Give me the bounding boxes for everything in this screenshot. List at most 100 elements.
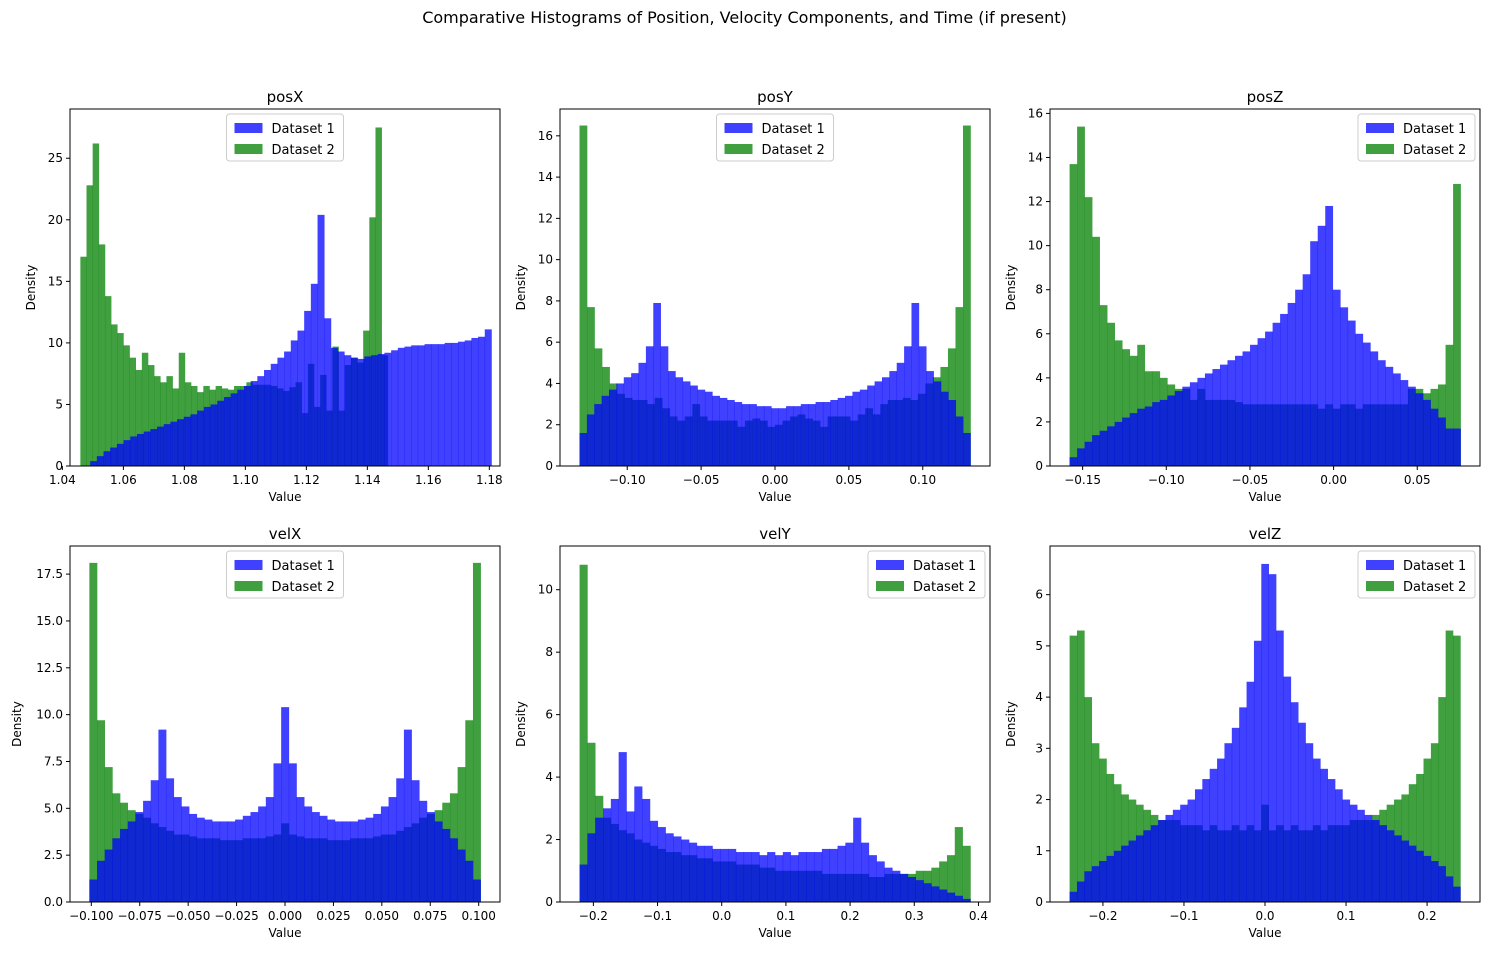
chart-3-bar-dataset1: [334, 821, 343, 902]
chart-5-bar-dataset2: [1084, 697, 1093, 902]
chart-1-bar-dataset1: [690, 385, 698, 466]
chart-2-bar-dataset2: [1129, 355, 1138, 466]
chart-0-bar-dataset2: [98, 244, 106, 466]
chart-2-bar-dataset1: [1377, 360, 1386, 466]
chart-4-bar-dataset1: [829, 848, 838, 902]
chart-0-bar-dataset1: [190, 414, 198, 466]
chart-2-bar-dataset1: [1167, 395, 1176, 466]
chart-4-bar-dataset1: [821, 848, 831, 902]
chart-2-ylabel: Density: [1004, 265, 1018, 311]
chart-1-bar-dataset1: [881, 377, 890, 466]
chart-4-bar-dataset1: [751, 852, 760, 902]
chart-3-bar-dataset1: [373, 813, 382, 902]
chart-4-xlabel: Value: [759, 926, 792, 940]
chart-0-ytick-label: 25: [48, 151, 63, 165]
chart-4-legend-swatch-dataset2: [876, 581, 904, 591]
chart-0-bar-dataset1: [230, 393, 238, 466]
chart-1-xlabel: Value: [759, 490, 792, 504]
chart-3-xtick-label: 0.100: [462, 909, 496, 923]
chart-1-ytick-label: 6: [545, 335, 553, 349]
chart-3-bar-dataset1: [112, 838, 121, 902]
chart-0-bar-dataset1: [130, 436, 138, 466]
chart-4-bar-dataset1: [946, 892, 956, 902]
chart-1-ytick-label: 2: [545, 418, 553, 432]
chart-5-xlabel: Value: [1249, 926, 1282, 940]
chart-5: −0.2 −0.1 0.0 0.1 0.2 0 1 2 3 4 5 6 velZ Value Density…: [1004, 525, 1481, 940]
chart-3-bar-dataset2: [104, 767, 113, 902]
chart-4-xtick-label: 0.3: [905, 909, 924, 923]
chart-1-bar-dataset1: [904, 346, 912, 466]
chart-2-bar-dataset1: [1197, 377, 1206, 466]
chart-0-bar-dataset1: [397, 347, 405, 466]
chart-4-bar-dataset1: [735, 852, 745, 902]
chart-3-bar-dataset1: [365, 817, 374, 902]
chart-3-bar-dataset1: [127, 821, 136, 902]
chart-3-bar-dataset1: [380, 806, 389, 902]
chart-5-bar-dataset1: [1327, 779, 1336, 902]
chart-1-legend-swatch-dataset1: [724, 123, 753, 133]
chart-3-bar-dataset1: [396, 778, 405, 902]
chart-1-bars: [579, 125, 971, 466]
chart-0-bar-dataset1: [170, 421, 178, 466]
chart-3-xlabel: Value: [269, 926, 302, 940]
chart-5-bars: [1069, 563, 1461, 902]
chart-4-bar-dataset1: [782, 852, 791, 902]
chart-2-bar-dataset1: [1370, 351, 1379, 466]
chart-5-bar-dataset1: [1305, 743, 1314, 902]
chart-3-bar-dataset1: [457, 849, 466, 902]
chart-2-bar-dataset1: [1325, 205, 1334, 466]
chart-0-bar-dataset2: [148, 365, 155, 466]
chart-2-bar-dataset1: [1453, 428, 1461, 466]
chart-4: −0.2 −0.1 0.0 0.1 0.2 0.3 0.4 0 2 4 6 8 10 velY Value D…: [514, 525, 991, 940]
chart-0-bar-dataset1: [344, 355, 352, 466]
chart-4-ytick-label: 4: [545, 770, 553, 784]
chart-1-bar-dataset1: [793, 406, 802, 466]
chart-1-bar-dataset1: [948, 399, 957, 466]
chart-1-ytick-label: 12: [538, 211, 553, 225]
chart-4-bar-dataset1: [657, 827, 666, 902]
chart-3-bar-dataset1: [135, 812, 144, 902]
chart-1-bar-dataset1: [675, 377, 684, 466]
chart-4-ytick-label: 6: [545, 708, 553, 722]
chart-5-bar-dataset1: [1128, 840, 1137, 902]
chart-1-bar-dataset1: [763, 406, 772, 466]
chart-2-bar-dataset1: [1092, 435, 1100, 466]
chart-4-bar-dataset1: [860, 842, 870, 902]
chart-5-bar-dataset2: [1099, 758, 1107, 902]
chart-0-bar-dataset1: [297, 330, 305, 466]
chart-0-bar-dataset2: [160, 382, 167, 466]
chart-5-bar-dataset1: [1106, 855, 1115, 902]
chart-3-ytick-label: 2.5: [44, 848, 63, 862]
chart-1-legend-swatch-dataset2: [724, 144, 753, 154]
chart-3-bar-dataset2: [97, 720, 106, 902]
chart-5-bar-dataset1: [1076, 881, 1085, 902]
chart-0-bar-dataset1: [404, 346, 412, 466]
chart-0-bar-dataset1: [357, 358, 365, 466]
chart-5-bar-dataset1: [1283, 676, 1292, 902]
chart-0-bar-dataset1: [337, 351, 345, 466]
chart-3-ytick-label: 10.0: [36, 708, 63, 722]
chart-5-bar-dataset1: [1261, 563, 1269, 902]
chart-0-ylabel: Density: [24, 265, 38, 311]
chart-1-ytick-label: 10: [538, 253, 553, 267]
chart-1-bar-dataset1: [911, 302, 920, 466]
chart-5-bar-dataset2: [1453, 635, 1461, 902]
chart-0-bar-dataset1: [484, 329, 492, 466]
chart-3-legend-label-dataset1: Dataset 1: [272, 559, 335, 574]
chart-1-legend: Dataset 1 Dataset 2: [716, 113, 834, 162]
chart-5-bar-dataset1: [1394, 835, 1402, 902]
chart-2-bar-dataset1: [1077, 448, 1085, 466]
chart-1-bar-dataset1: [889, 371, 898, 466]
chart-3-bar-dataset1: [120, 828, 129, 902]
chart-1-bar-dataset2: [955, 307, 964, 466]
chart-3-bar-dataset1: [189, 813, 198, 902]
chart-1-legend-label-dataset1: Dataset 1: [762, 122, 825, 137]
chart-0-bar-dataset2: [123, 345, 130, 466]
chart-5-bar-dataset1: [1084, 871, 1093, 902]
chart-2-legend: Dataset 1 Dataset 2: [1357, 113, 1476, 162]
chart-2-ytick-label: 16: [1028, 106, 1043, 120]
chart-1-bar-dataset1: [668, 371, 676, 466]
chart-4-bar-dataset1: [775, 855, 784, 902]
chart-1-legend-label-dataset2: Dataset 2: [762, 143, 825, 158]
chart-4-bars: [579, 564, 971, 902]
